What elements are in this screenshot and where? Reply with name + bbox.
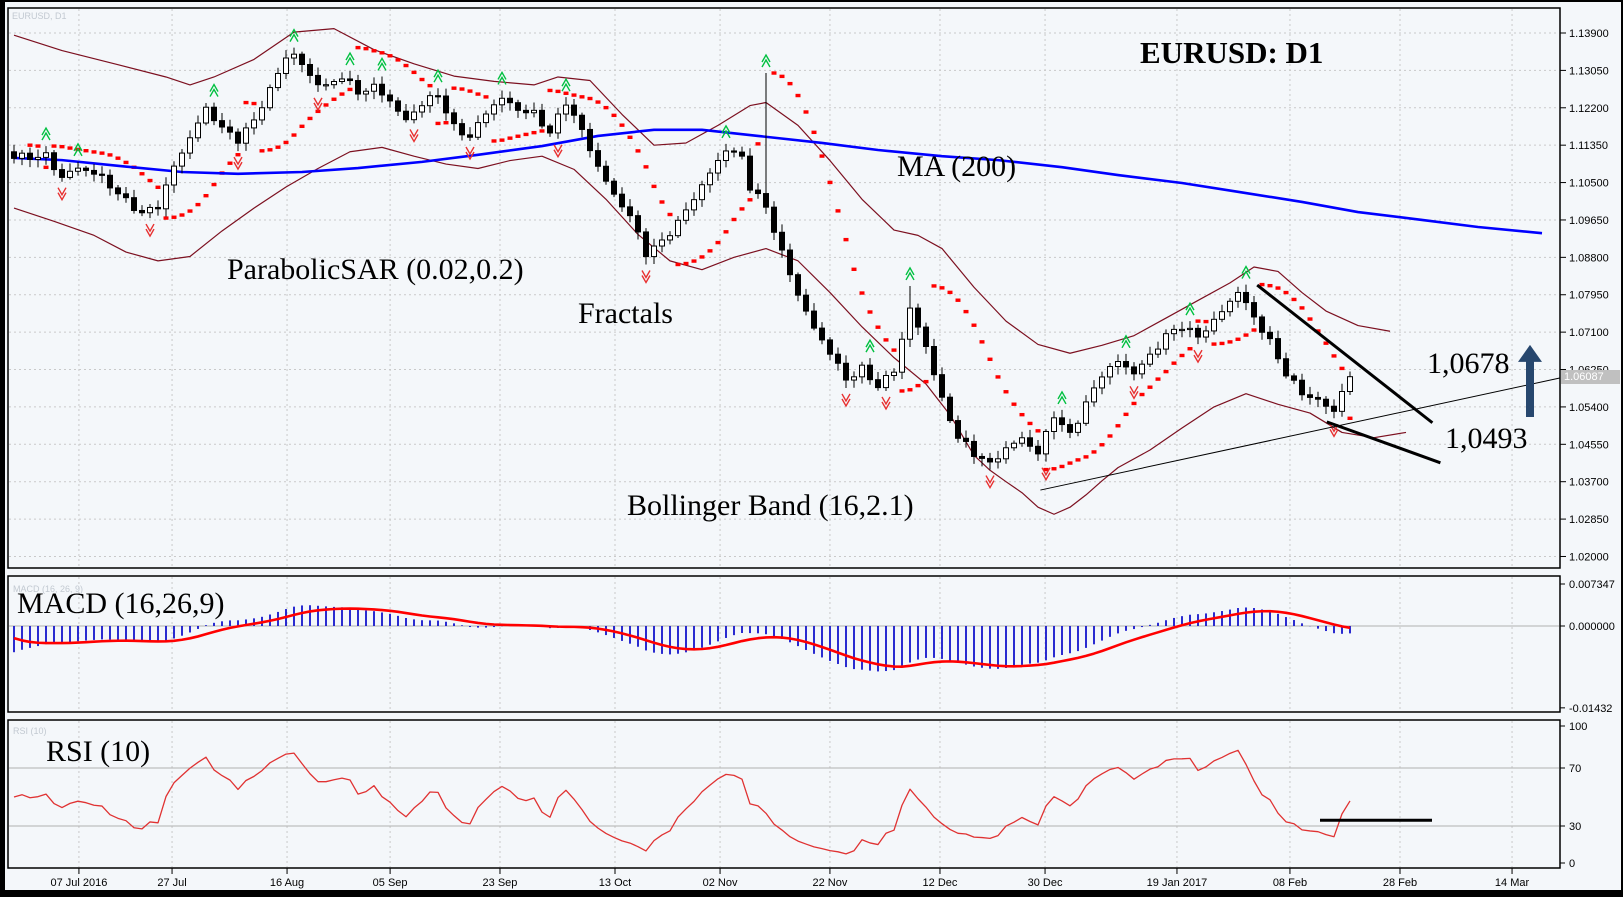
candles-layer	[11, 47, 1353, 470]
pane-label-macd: MACD (16, 26, 9)	[13, 584, 84, 594]
svg-text:08 Feb: 08 Feb	[1273, 877, 1307, 889]
macd-layer	[13, 605, 1351, 672]
window-frame-left	[0, 0, 5, 897]
up-arrow-icon	[1518, 344, 1542, 418]
svg-text:1.13050: 1.13050	[1569, 65, 1609, 77]
svg-text:1.11350: 1.11350	[1569, 140, 1608, 152]
parabolic-sar-label: ParabolicSAR (0.02,0.2)	[227, 253, 524, 286]
svg-text:22 Nov: 22 Nov	[813, 877, 848, 889]
svg-text:05 Sep: 05 Sep	[373, 877, 408, 889]
pane-label-main: EURUSD, D1	[12, 11, 67, 21]
svg-text:1.07100: 1.07100	[1569, 327, 1609, 339]
trendlines-layer	[1040, 283, 1561, 491]
resistance-level-label: 1,0678	[1427, 347, 1510, 380]
svg-text:0: 0	[1569, 858, 1575, 870]
svg-text:1.02000: 1.02000	[1569, 551, 1609, 563]
chart-title: EURUSD: D1	[1140, 35, 1324, 70]
svg-text:70: 70	[1569, 763, 1581, 775]
axes-layer[interactable]: 1.13900 1.13050 1.12200 1.11350 1.10500 1.096…	[50, 28, 1614, 889]
svg-text:100: 100	[1569, 721, 1587, 733]
svg-text:1.09650: 1.09650	[1569, 215, 1609, 227]
fractals-layer	[41, 28, 1339, 489]
current-price-tag: 1.06087	[1561, 370, 1620, 384]
window-frame-top	[0, 0, 1623, 2]
ma200-label: MA (200)	[897, 150, 1017, 183]
pane-label-rsi: RSI (10)	[13, 726, 47, 736]
svg-text:30 Dec: 30 Dec	[1028, 877, 1063, 889]
ma200-layer	[13, 128, 1543, 235]
svg-text:13 Oct: 13 Oct	[599, 877, 631, 889]
support-level-label: 1,0493	[1445, 422, 1528, 455]
svg-text:1.10500: 1.10500	[1569, 178, 1609, 190]
rsi-label: RSI (10)	[46, 735, 151, 768]
svg-text:1.13900: 1.13900	[1569, 28, 1609, 40]
svg-text:19 Jan 2017: 19 Jan 2017	[1147, 877, 1208, 889]
svg-text:1.04550: 1.04550	[1569, 439, 1609, 451]
svg-text:28 Feb: 28 Feb	[1383, 877, 1417, 889]
rsi-layer	[13, 749, 1432, 855]
panel-borders-layer	[7, 7, 1561, 869]
svg-text:02 Nov: 02 Nov	[703, 877, 738, 889]
svg-text:1.03700: 1.03700	[1569, 477, 1609, 489]
svg-text:1.05400: 1.05400	[1569, 402, 1609, 414]
bollinger-label: Bollinger Band (16,2.1)	[627, 489, 914, 522]
svg-text:1.08800: 1.08800	[1569, 252, 1609, 264]
svg-text:30: 30	[1569, 821, 1581, 833]
svg-text:27 Jul: 27 Jul	[157, 877, 186, 889]
bollinger-bands-layer	[13, 28, 1407, 515]
svg-text:0.000000: 0.000000	[1569, 621, 1615, 633]
window-frame-bottom	[0, 890, 1623, 897]
window-frame-right	[1621, 0, 1623, 897]
fractals-label: Fractals	[578, 297, 673, 330]
svg-text:16 Aug: 16 Aug	[270, 877, 304, 889]
svg-text:23 Sep: 23 Sep	[483, 877, 518, 889]
svg-text:12 Dec: 12 Dec	[923, 877, 958, 889]
svg-text:14 Mar: 14 Mar	[1495, 877, 1530, 889]
svg-text:0.007347: 0.007347	[1569, 579, 1615, 591]
svg-text:07 Jul 2016: 07 Jul 2016	[50, 877, 107, 889]
macd-label: MACD (16,26,9)	[17, 587, 225, 620]
svg-text:1.02850: 1.02850	[1569, 514, 1609, 526]
svg-text:1.07950: 1.07950	[1569, 290, 1609, 302]
parabolic-sar-layer	[27, 45, 1353, 472]
svg-text:-0.01432: -0.01432	[1569, 703, 1612, 715]
grid-layer	[9, 9, 1559, 867]
svg-text:1.12200: 1.12200	[1569, 103, 1609, 115]
